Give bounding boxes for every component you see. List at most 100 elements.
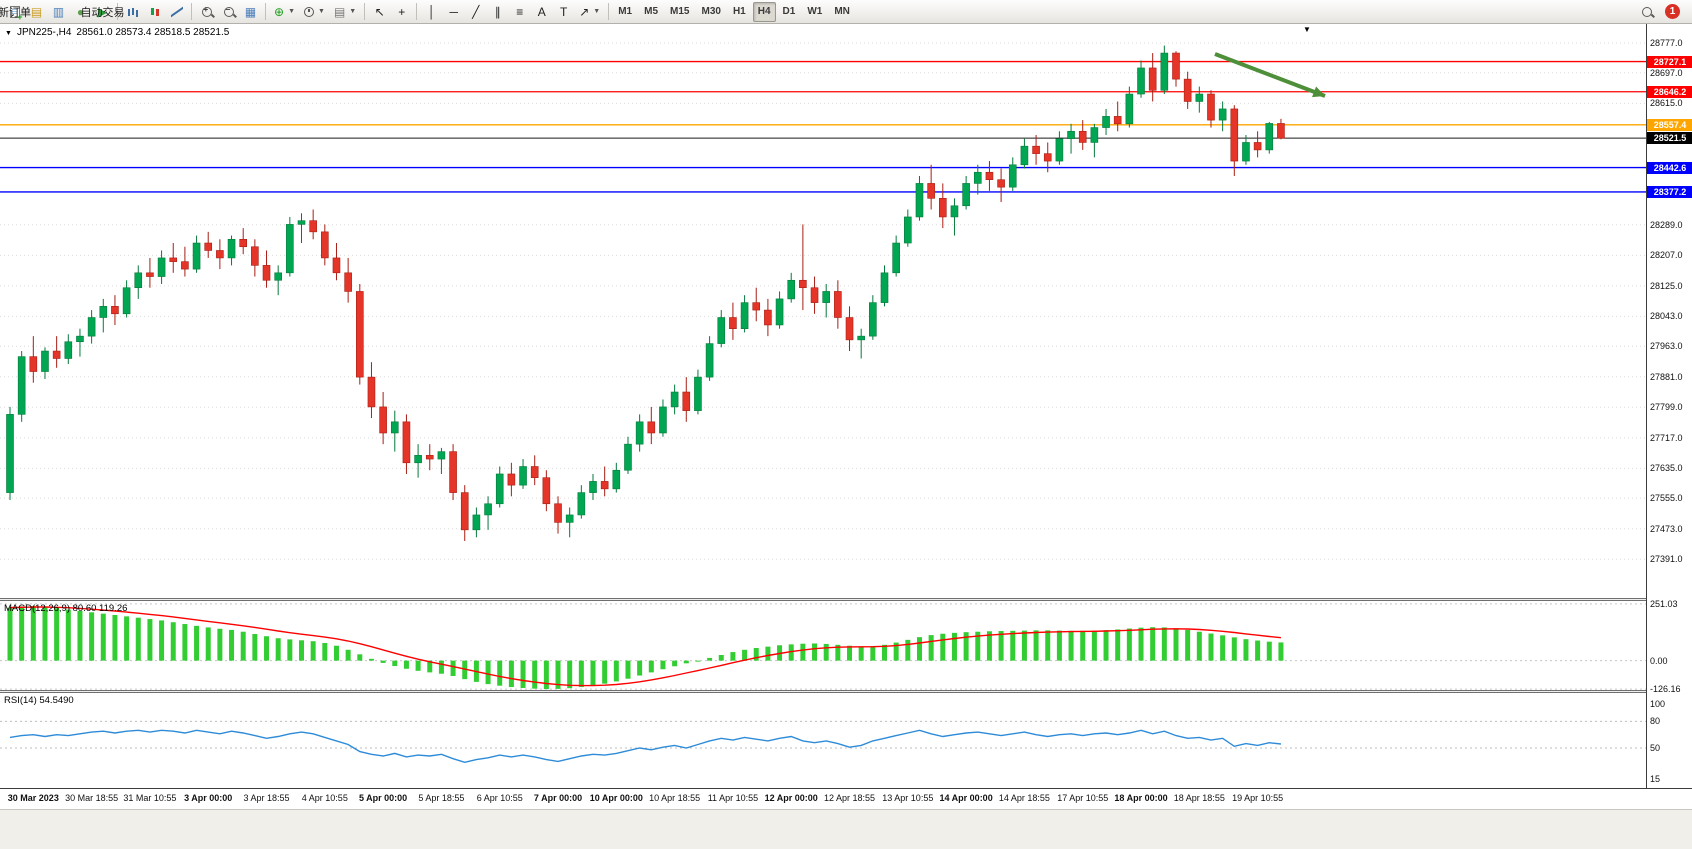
timeframe-m1-button[interactable]: M1 — [613, 2, 637, 22]
timeframe-m30-button[interactable]: M30 — [696, 2, 725, 22]
candle-body — [799, 279, 807, 289]
candle-body — [810, 287, 819, 303]
timeframe-h4-button[interactable]: H4 — [752, 1, 776, 22]
macd-histogram-bar — [392, 660, 398, 667]
candle-body — [1253, 142, 1262, 151]
channel-tool-button[interactable]: ∥ — [487, 2, 508, 22]
text-tool-button[interactable]: A — [531, 2, 552, 22]
candlestick-chart[interactable] — [0, 24, 1646, 598]
notifications-badge[interactable]: 1 — [1665, 4, 1680, 19]
candle-body — [1195, 93, 1204, 102]
macd-histogram-bar — [264, 636, 270, 661]
candle-body — [740, 302, 749, 329]
chart-shift-marker-icon[interactable]: ▼ — [1303, 25, 1311, 34]
timeframe-m5-button[interactable]: M5 — [639, 2, 663, 22]
zoom-in-button[interactable]: + — [196, 2, 217, 22]
macd-histogram-bar — [1103, 630, 1109, 661]
price-axis[interactable]: 28777.0 28697.0 28615.0 28289.0 28207.0 28125… — [1646, 24, 1692, 788]
macd-histogram-bar — [42, 606, 48, 661]
candle-body — [146, 272, 154, 277]
templates-button[interactable]: ▤ ▼ — [330, 2, 360, 22]
candle-body — [624, 443, 632, 471]
search-button[interactable] — [1636, 2, 1657, 22]
macd-histogram-bar — [637, 660, 643, 676]
timeframe-m15-button[interactable]: M15 — [665, 2, 694, 22]
rsi-indicator-pane[interactable]: RSI(14) 54.5490 — [0, 693, 1646, 788]
periods-button[interactable]: ▼ — [300, 2, 329, 22]
data-window-button[interactable]: ▥ — [48, 2, 69, 22]
time-axis[interactable]: 30 Mar 2023 30 Mar 18:55 31 Mar 10:55 3 Apr… — [0, 788, 1692, 809]
indicators-button[interactable]: ⊕ ▼ — [270, 2, 299, 22]
macd-signal-line — [9, 606, 1282, 687]
tile-windows-button[interactable]: ▦ — [240, 2, 261, 22]
macd-tick-label: -126.16 — [1650, 684, 1681, 695]
candle-body — [530, 466, 539, 478]
macd-tick-label: 0.00 — [1650, 655, 1668, 666]
time-label: 14 Apr 18:55 — [998, 793, 1050, 803]
timeframe-mn-button[interactable]: MN — [829, 2, 855, 22]
candle-body — [29, 356, 38, 372]
main-chart-pane[interactable]: ▼ JPN225-,H4 28561.0 28573.4 28518.5 285… — [0, 24, 1646, 598]
cursor-button[interactable]: ↖ — [369, 2, 390, 22]
macd-histogram-bar — [380, 660, 386, 663]
macd-histogram-bar — [1243, 639, 1249, 661]
rsi-tick-label: 50 — [1650, 743, 1661, 754]
macd-histogram-bar — [707, 657, 713, 661]
macd-indicator-pane[interactable]: MACD(12,26,9) 80.60 119.26 — [0, 601, 1646, 690]
candle-body — [239, 238, 247, 248]
macd-histogram-bar — [89, 612, 95, 661]
chart-window[interactable]: ▼ JPN225-,H4 28561.0 28573.4 28518.5 285… — [0, 24, 1692, 849]
candle-body — [1218, 108, 1227, 121]
trendline-tool-button[interactable]: ╱ — [465, 2, 486, 22]
candle-body — [519, 466, 527, 486]
candlestick-chart-button[interactable] — [144, 2, 165, 22]
fibonacci-tool-button[interactable]: ≡ — [509, 2, 530, 22]
candle-body — [1183, 78, 1192, 102]
candle-body — [355, 291, 364, 378]
pane-splitter[interactable] — [0, 598, 1692, 601]
timeframe-w1-button[interactable]: W1 — [802, 2, 827, 22]
candle-body — [694, 376, 702, 411]
horizontal-line-tool-button[interactable]: ─ — [443, 2, 464, 22]
line-chart-button[interactable] — [166, 2, 187, 22]
candle-body — [367, 376, 376, 408]
autotrade-button[interactable]: ▶ 自动交易 — [81, 2, 125, 22]
rsi-chart — [0, 720, 1646, 764]
new-order-label: 新订单 — [0, 7, 31, 19]
trend-arrow-line[interactable] — [1214, 52, 1326, 98]
candle-body — [1207, 93, 1215, 121]
bar-chart-button[interactable] — [122, 2, 143, 22]
macd-histogram-bar — [905, 639, 911, 661]
candle-body — [1148, 67, 1157, 91]
macd-histogram-bar — [1196, 631, 1202, 661]
one-click-trading-toggle-icon[interactable]: ▼ — [5, 29, 12, 37]
candle-body — [449, 451, 457, 493]
new-order-button[interactable]: 新订单 — [0, 2, 31, 22]
candle-body — [507, 473, 516, 486]
macd-histogram-bar — [986, 631, 992, 661]
macd-label: MACD(12,26,9) 80.60 119.26 — [4, 603, 128, 614]
navigator-button[interactable]: ● — [70, 2, 91, 22]
time-label: 13 Apr 10:55 — [882, 793, 934, 803]
channel-icon: ∥ — [494, 4, 501, 19]
macd-histogram-bar — [975, 631, 981, 661]
timeframe-d1-button[interactable]: D1 — [778, 2, 801, 22]
time-label: 19 Apr 10:55 — [1232, 793, 1284, 803]
candle-body — [554, 503, 562, 523]
zoom-out-button[interactable]: − — [218, 2, 239, 22]
cursor-icon: ↖ — [374, 4, 385, 19]
candle-body — [1043, 153, 1052, 162]
timeframe-h1-button[interactable]: H1 — [728, 2, 751, 22]
clock-icon — [304, 6, 314, 17]
candle-body — [729, 317, 737, 329]
text-icon: A — [537, 4, 546, 19]
crosshair-button[interactable]: + — [391, 2, 412, 22]
arrows-tool-button[interactable]: ↗ ▼ — [575, 2, 604, 22]
macd-histogram-bar — [1080, 630, 1086, 661]
vertical-line-tool-button[interactable]: │ — [421, 2, 442, 22]
label-tool-button[interactable]: T — [553, 2, 574, 22]
market-watch-button[interactable]: ▤ — [26, 2, 47, 22]
symbol-info: ▼ JPN225-,H4 28561.0 28573.4 28518.5 285… — [5, 27, 229, 38]
candle-body — [87, 317, 96, 337]
pane-splitter[interactable] — [0, 690, 1692, 693]
